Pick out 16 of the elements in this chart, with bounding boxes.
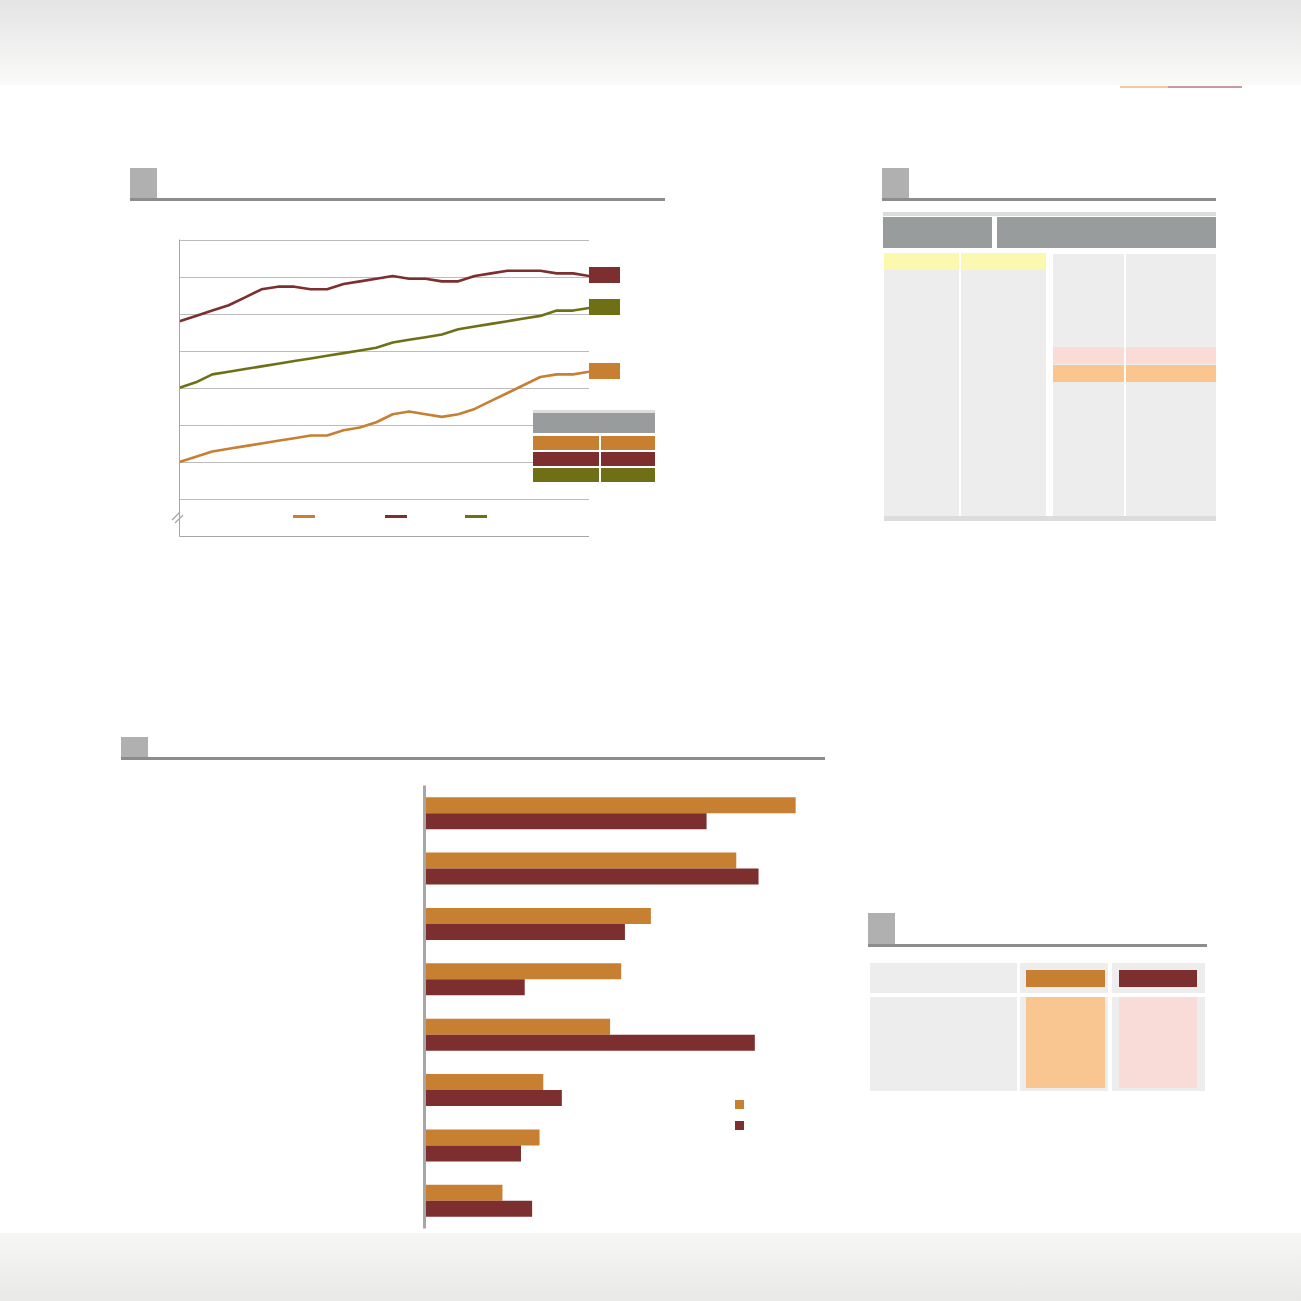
bar <box>424 797 796 814</box>
bar <box>424 1129 540 1146</box>
bar <box>424 979 525 996</box>
bar <box>424 1200 533 1217</box>
bar <box>424 923 625 940</box>
bar <box>424 1074 544 1091</box>
bar <box>424 907 651 924</box>
bar <box>424 852 737 869</box>
bar <box>424 1145 521 1162</box>
bar <box>424 1034 755 1051</box>
bar <box>424 963 622 980</box>
bar <box>424 1090 562 1107</box>
bar <box>424 1184 503 1201</box>
bar <box>424 868 759 885</box>
bar <box>424 1018 611 1035</box>
bar <box>424 813 707 830</box>
